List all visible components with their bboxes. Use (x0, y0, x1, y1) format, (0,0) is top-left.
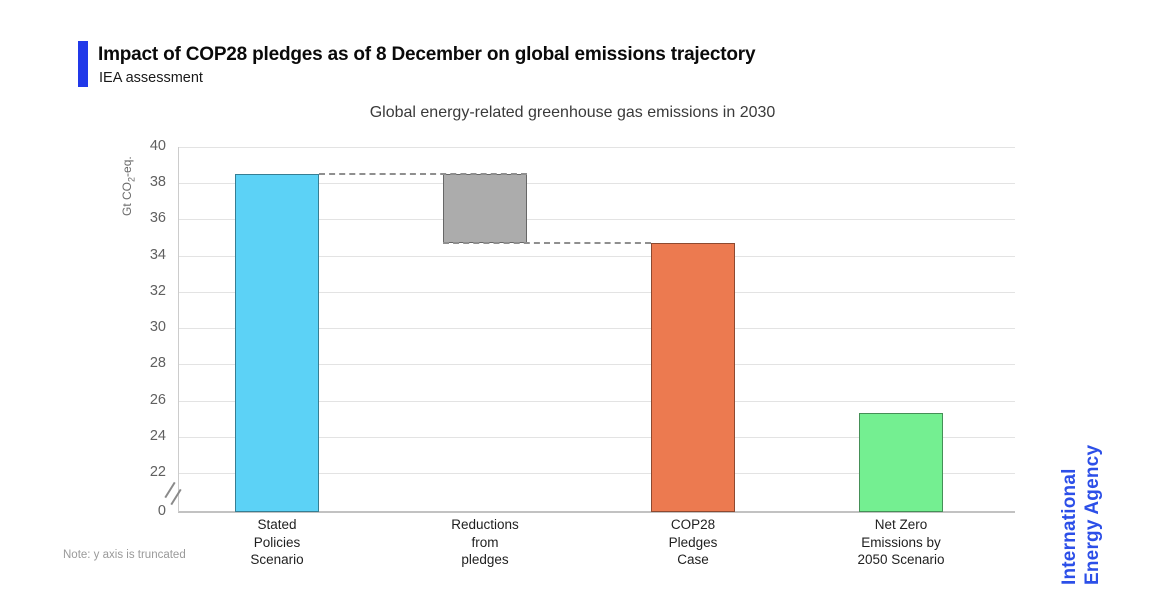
x-label-line: Net Zero (874, 517, 928, 532)
gridline-24 (178, 436, 1015, 438)
x-label-line: from (471, 534, 499, 550)
page-title: Impact of COP28 pledges as of 8 December… (98, 44, 756, 65)
x-label-net-zero-emissions-by-2050-scenario: Net Zero Emissions by 2050 Scenario (816, 516, 986, 569)
y-axis-line (177, 147, 179, 512)
y-tick-0: 0 (157, 503, 166, 519)
x-label-stated-policies-scenario: Stated Policies Scenario (192, 516, 362, 569)
y-tick-26: 26 (149, 391, 166, 408)
gridline-36 (178, 219, 1015, 221)
x-label-line: Scenario (250, 552, 304, 567)
y-tick-22: 22 (149, 464, 166, 480)
chart-title: Global energy-related greenhouse gas emi… (369, 104, 776, 121)
bar-cop28-pledges-case (651, 242, 735, 512)
gridline-40 (178, 147, 1015, 148)
page-subtitle: IEA assessment (99, 70, 203, 86)
x-label-reductions-from-pledges: Reductions from pledges (400, 516, 570, 569)
y-tick-30: 30 (149, 319, 166, 336)
gridline-34 (178, 255, 1015, 257)
x-label-line: Policies (253, 534, 301, 550)
connector-dashed-line (443, 241, 651, 244)
iea-logo-line1: International (1059, 468, 1080, 585)
bar-reductions-from-pledges (443, 174, 527, 243)
y-tick-36: 36 (149, 210, 166, 227)
y-tick-24: 24 (149, 427, 166, 444)
y-tick-40: 40 (149, 138, 166, 154)
axis-break-mark (170, 488, 182, 506)
y-tick-28: 28 (149, 355, 166, 372)
y-tick-34: 34 (149, 246, 166, 263)
footnote: Note: y axis is truncated (63, 549, 186, 561)
gridline-26 (178, 400, 1015, 402)
x-label-line: Stated (257, 517, 297, 532)
y-tick-32: 32 (149, 282, 166, 299)
x-label-line: COP28 (670, 517, 716, 532)
axis-break-mark (164, 481, 176, 499)
x-label-line: pledges (461, 552, 509, 567)
bar-net-zero-emissions-by-2050-scenario (859, 413, 943, 512)
x-label-line: Case (677, 552, 709, 567)
y-tick-38: 38 (149, 174, 166, 191)
gridline-30 (178, 328, 1015, 330)
gridline-32 (178, 291, 1015, 293)
gridline-38 (178, 183, 1015, 185)
gridline-28 (178, 364, 1015, 366)
x-label-line: Reductions (451, 517, 519, 532)
x-axis-baseline (178, 511, 1015, 513)
x-label-cop28-pledges-case: COP28 Pledges Case (608, 516, 778, 569)
bar-stated-policies-scenario (235, 174, 319, 512)
iea-logo-line2: Energy Agency (1082, 444, 1103, 585)
title-accent-bar (78, 41, 88, 87)
x-label-line: Emissions by (861, 534, 941, 550)
connector-dashed-line (319, 173, 527, 176)
iea-logo-text: International Energy Agency (1058, 445, 1104, 585)
x-label-line: 2050 Scenario (857, 552, 945, 567)
x-label-line: Pledges (668, 534, 718, 550)
gridline-22 (178, 473, 1015, 474)
